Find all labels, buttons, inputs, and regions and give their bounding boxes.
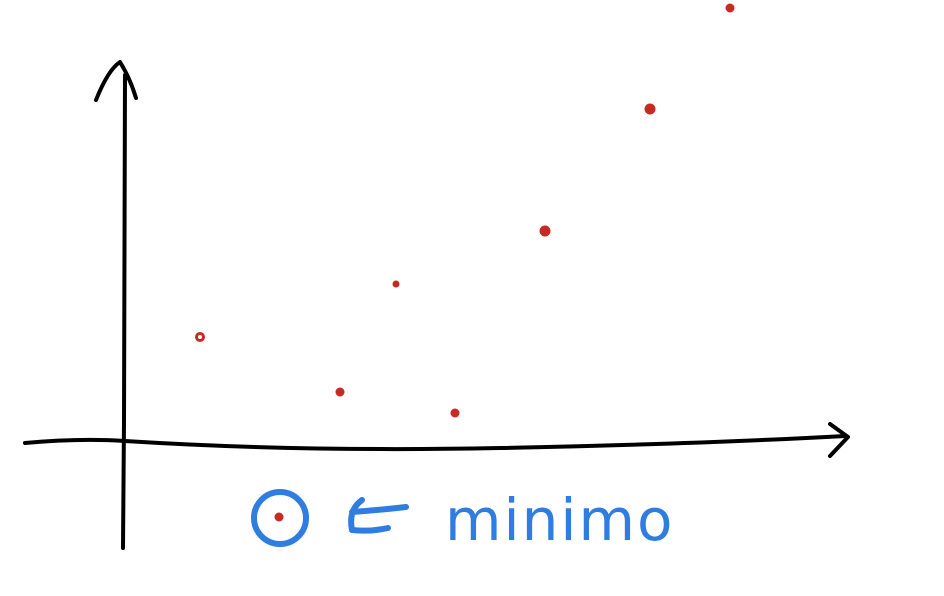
annotation-label: minimo (445, 486, 674, 554)
point (644, 103, 656, 115)
annotation-arrow (348, 497, 409, 534)
x-axis-arrowhead (828, 422, 850, 458)
point (335, 387, 345, 397)
y-axis (121, 73, 127, 550)
x-axis (23, 434, 847, 452)
point (539, 225, 551, 237)
minimum-point (274, 512, 284, 522)
y-axis-arrowhead (94, 60, 138, 102)
minimum-highlight (251, 489, 309, 547)
point (392, 280, 400, 288)
point (725, 3, 735, 13)
point (450, 408, 460, 418)
point-center (198, 335, 202, 339)
